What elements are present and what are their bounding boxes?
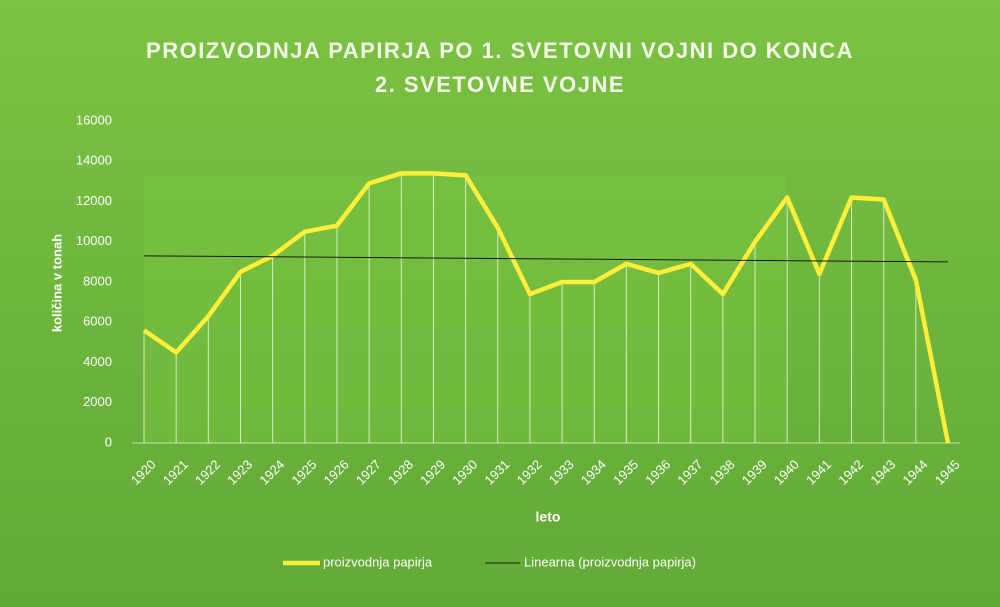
x-tick-label: 1937 (674, 457, 705, 488)
chart-title: 2. SVETOVNE VOJNE (375, 72, 625, 97)
y-axis-label: količina v tonah (49, 234, 64, 332)
x-tick-label: 1936 (642, 457, 673, 488)
x-tick-label: 1929 (417, 457, 448, 488)
x-tick-label: 1935 (610, 457, 641, 488)
x-tick-label: 1938 (707, 457, 738, 488)
y-tick-label: 16000 (76, 112, 112, 127)
y-tick-label: 10000 (76, 233, 112, 248)
x-tick-label: 1932 (514, 457, 545, 488)
x-tick-label: 1928 (385, 457, 416, 488)
x-axis-label: leto (536, 509, 561, 525)
y-tick-label: 4000 (83, 354, 112, 369)
x-tick-label: 1942 (835, 457, 866, 488)
y-tick-label: 0 (105, 434, 112, 449)
x-tick-label: 1930 (449, 457, 480, 488)
y-tick-label: 14000 (76, 153, 112, 168)
trend-line (143, 255, 949, 263)
x-tick-label: 1934 (578, 457, 609, 488)
y-tick-label: 12000 (76, 193, 112, 208)
x-tick-label: 1941 (803, 457, 834, 488)
x-tick-label: 1945 (932, 457, 963, 488)
y-tick-label: 6000 (83, 314, 112, 329)
legend-label: proizvodnja papirja (323, 554, 433, 569)
x-tick-label: 1922 (192, 457, 223, 488)
legend-label: Linearna (proizvodnja papirja) (524, 554, 696, 569)
x-tick-label: 1939 (739, 457, 770, 488)
x-tick-label: 1924 (256, 457, 287, 488)
y-tick-label: 8000 (83, 273, 112, 288)
x-tick-label: 1943 (867, 457, 898, 488)
x-tick-label: 1925 (289, 457, 320, 488)
y-tick-label: 2000 (83, 394, 112, 409)
x-tick-label: 1940 (771, 457, 802, 488)
x-tick-label: 1926 (321, 457, 352, 488)
x-tick-label: 1920 (128, 457, 159, 488)
x-tick-label: 1931 (481, 457, 512, 488)
x-tick-label: 1927 (353, 457, 384, 488)
chart-title: PROIZVODNJA PAPIRJA PO 1. SVETOVNI VOJNI… (146, 38, 854, 63)
x-tick-label: 1921 (160, 457, 191, 488)
x-tick-label: 1933 (546, 457, 577, 488)
x-tick-label: 1923 (224, 457, 255, 488)
plot-highlight (144, 175, 786, 443)
x-tick-label: 1944 (900, 457, 931, 488)
